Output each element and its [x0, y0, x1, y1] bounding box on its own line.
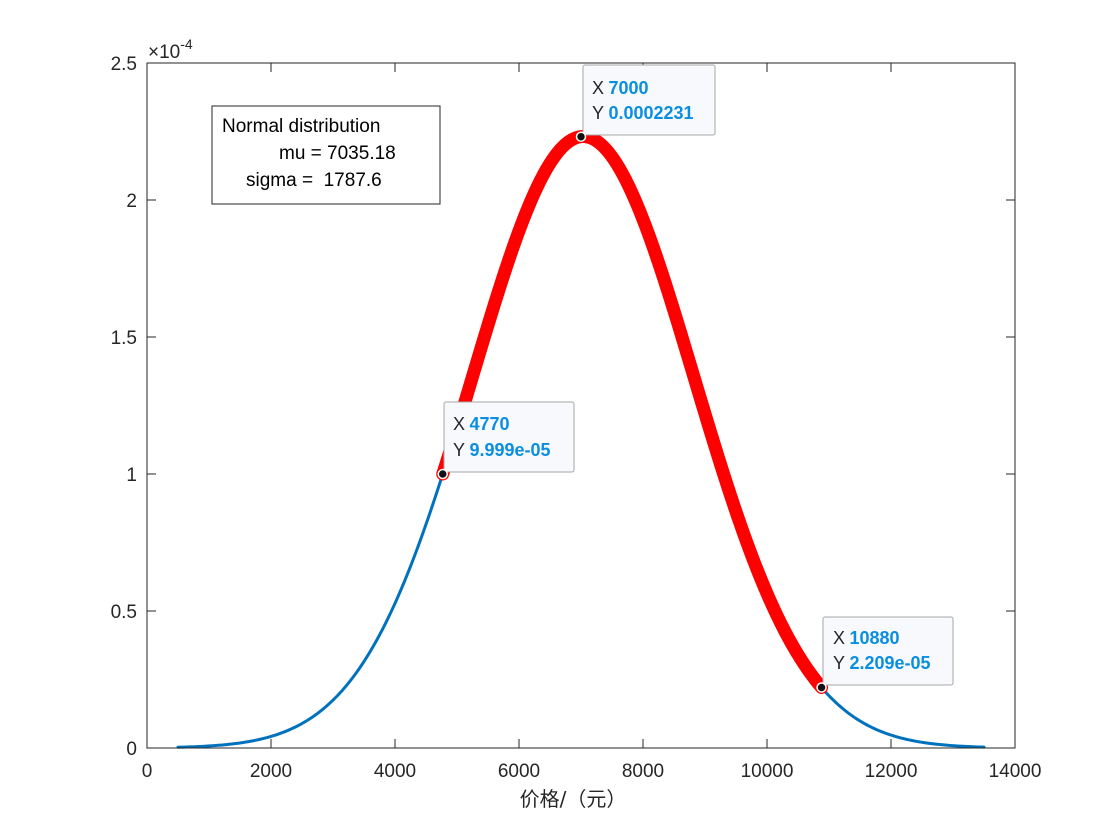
- datatip-markers: [437, 131, 827, 693]
- axes-box: [146, 62, 1016, 749]
- datatip-2-y: Y 0.0002231: [592, 103, 694, 123]
- datatip-3-x-key: X: [833, 628, 845, 648]
- datatip-1-x: X 4770: [453, 414, 510, 434]
- ticks: [146, 62, 1016, 749]
- datatip-2-y-key: Y: [592, 103, 604, 123]
- datatip-2-x-key: X: [592, 78, 604, 98]
- x-axis-label: 价格/（元）: [520, 787, 627, 811]
- highlighted-curve: [436, 130, 829, 694]
- x-tick-label: 4000: [374, 761, 416, 782]
- datatip-3-x: X 10880: [833, 628, 900, 648]
- datatip-3-x-value: 10880: [849, 628, 899, 648]
- x-tick-label: 12000: [865, 761, 918, 782]
- tick-labels: 0 2000 4000 6000 8000 10000 12000 14000 0 0.5 1 1.5…: [111, 54, 1042, 782]
- y-tick-label: 0.5: [111, 602, 137, 623]
- datatip-1-box: [443, 401, 575, 473]
- datatip-1-y: Y 9.999e-05: [453, 440, 551, 460]
- datatip-marker[interactable]: [816, 682, 827, 693]
- x-tick-label: 0: [142, 761, 153, 782]
- datatip-marker[interactable]: [575, 131, 587, 142]
- y-tick-label: 1.5: [111, 328, 137, 349]
- datatip-1-y-key: Y: [453, 440, 465, 460]
- datatip-3-y-value: 2.209e-05: [849, 653, 930, 673]
- x-tick-label: 6000: [498, 761, 540, 782]
- datatip-2-box: [582, 64, 716, 136]
- legend-box: [211, 105, 441, 205]
- x-tick-label: 10000: [741, 761, 794, 782]
- y-multiplier-exponent: -4: [180, 36, 193, 52]
- datatip-1-x-value: 4770: [469, 414, 509, 434]
- legend-line-3: sigma = 1787.6: [246, 170, 382, 191]
- datatips: X 4770 Y 9.999e-05 X 7000 Y 0.0002231 X …: [443, 64, 954, 686]
- datatip-2[interactable]: X 7000 Y 0.0002231: [582, 64, 716, 136]
- datatip-2-x: X 7000: [592, 78, 649, 98]
- legend-line-2: mu = 7035.18: [279, 143, 396, 164]
- y-multiplier: ×10-4: [148, 36, 193, 63]
- datatip-2-x-value: 7000: [608, 78, 648, 98]
- x-tick-label: 14000: [989, 761, 1042, 782]
- x-tick-label: 2000: [250, 761, 292, 782]
- datatip-3-y: Y 2.209e-05: [833, 653, 931, 673]
- y-multiplier-base: ×10: [148, 42, 180, 63]
- datatip-1-y-value: 9.999e-05: [469, 440, 550, 460]
- datatip-marker[interactable]: [437, 468, 448, 480]
- datatip-1[interactable]: X 4770 Y 9.999e-05: [443, 401, 575, 473]
- x-tick-label: 8000: [622, 761, 664, 782]
- legend: Normal distribution mu = 7035.18 sigma =…: [211, 105, 441, 205]
- datatip-1-x-key: X: [453, 414, 465, 434]
- legend-line-1: Normal distribution: [222, 116, 380, 137]
- datatip-3-y-key: Y: [833, 653, 845, 673]
- y-tick-label: 0: [126, 739, 137, 760]
- y-tick-label: 2: [126, 191, 137, 212]
- y-tick-label: 1: [126, 465, 137, 486]
- y-tick-label: 2.5: [111, 54, 137, 75]
- datatip-3[interactable]: X 10880 Y 2.209e-05: [822, 616, 954, 686]
- datatip-3-box: [822, 616, 954, 686]
- datatip-2-y-value: 0.0002231: [608, 103, 693, 123]
